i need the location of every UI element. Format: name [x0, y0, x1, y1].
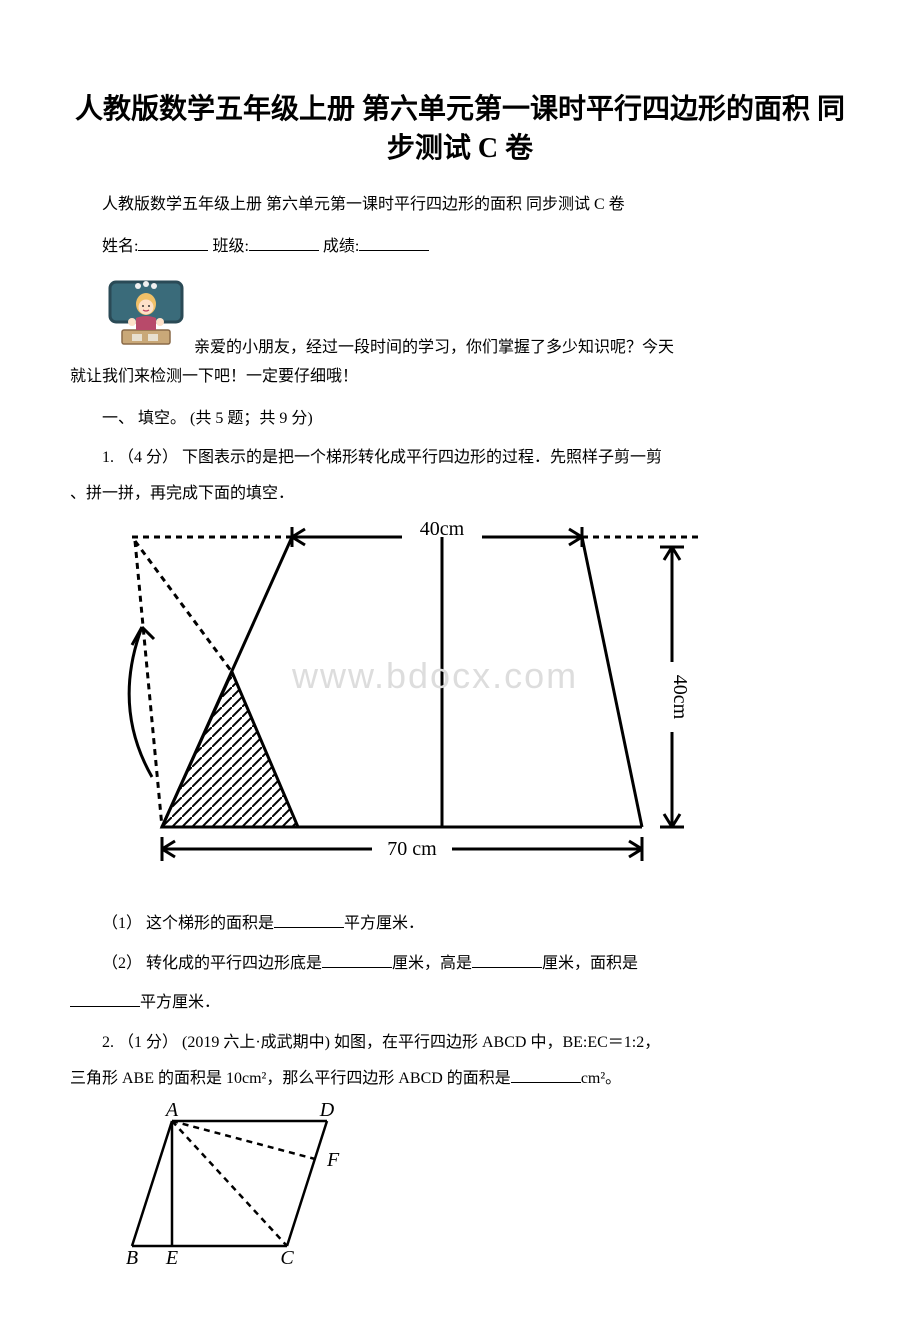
svg-text:C: C	[280, 1247, 294, 1269]
student-info-line: 姓名: 班级: 成绩:	[70, 234, 850, 260]
q1-sub2-blank1[interactable]	[322, 952, 392, 968]
q1-sub1-blank[interactable]	[274, 912, 344, 928]
score-blank[interactable]	[359, 235, 429, 251]
q1-sub2-blank2[interactable]	[472, 952, 542, 968]
class-blank[interactable]	[249, 235, 319, 251]
q1-sub2-blank3[interactable]	[70, 991, 140, 1007]
q2-figure: A D B E C F	[102, 1101, 850, 1280]
name-blank[interactable]	[138, 235, 208, 251]
q1-bottom-label: 70 cm	[387, 838, 437, 860]
subtitle: 人教版数学五年级上册 第六单元第一课时平行四边形的面积 同步测试 C 卷	[70, 192, 850, 218]
svg-text:B: B	[126, 1247, 138, 1269]
teacher-icon-row: 亲爱的小朋友，经过一段时间的学习，你们掌握了多少知识呢？今天	[70, 274, 850, 361]
intro-text-first: 亲爱的小朋友，经过一段时间的学习，你们掌握了多少知识呢？今天	[194, 339, 674, 356]
teacher-icon	[102, 274, 190, 361]
q1-right-label: 40cm	[669, 674, 691, 719]
svg-text:E: E	[165, 1247, 178, 1269]
q1-text-b: 、拼一拼，再完成下面的填空．	[70, 481, 850, 507]
q1-text-a: 1. （4 分） 下图表示的是把一个梯形转化成平行四边形的过程．先照样子剪一剪	[70, 445, 850, 471]
svg-text:D: D	[319, 1101, 335, 1121]
intro-text-rest: 就让我们来检测一下吧！一定要仔细哦！	[70, 364, 850, 390]
q1-sub2-line2: 平方厘米．	[70, 990, 850, 1016]
name-label: 姓名:	[102, 238, 138, 255]
q1-sub2-line1: （2） 转化成的平行四边形底是厘米，高是厘米，面积是	[70, 951, 850, 977]
q2-text-a: 2. （1 分） (2019 六上·成武期中) 如图，在平行四边形 ABCD 中…	[70, 1030, 850, 1056]
q1-top-label: 40cm	[420, 518, 465, 540]
score-label: 成绩:	[323, 238, 359, 255]
page-title: 人教版数学五年级上册 第六单元第一课时平行四边形的面积 同步测试 C 卷	[70, 90, 850, 168]
section-1-heading: 一、 填空。 (共 5 题；共 9 分)	[70, 406, 850, 432]
q1-sub1: （1） 这个梯形的面积是平方厘米．	[70, 911, 850, 937]
q2-text-bc: 三角形 ABE 的面积是 10cm²，那么平行四边形 ABCD 的面积是cm²。	[70, 1066, 850, 1092]
q1-figure: 40cm 70 cm 40cm	[102, 517, 850, 896]
svg-text:A: A	[164, 1101, 179, 1121]
svg-text:F: F	[326, 1149, 340, 1171]
class-label: 班级:	[212, 238, 248, 255]
q2-blank[interactable]	[511, 1067, 581, 1083]
